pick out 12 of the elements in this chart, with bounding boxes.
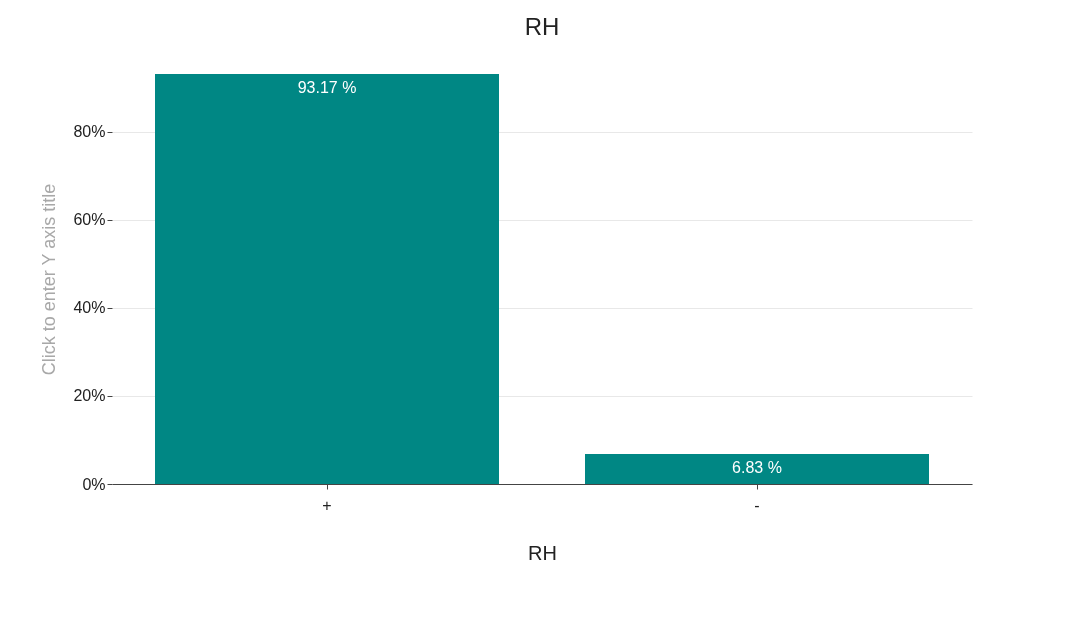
x-tick-label: - xyxy=(754,496,760,514)
y-tick-label: 80% xyxy=(73,123,106,141)
chart-title: RH xyxy=(524,13,560,40)
x-axis-title: RH xyxy=(528,541,557,564)
data-label: 93.17 % xyxy=(297,79,357,96)
y-tick-label: 20% xyxy=(73,387,106,405)
data-label: 6.83 % xyxy=(732,458,782,476)
y-tick-label: 0% xyxy=(82,475,106,493)
y-tick-label: 40% xyxy=(73,299,106,317)
y-axis-title: Click to enter Y axis title xyxy=(39,183,60,376)
y-tick-label: 60% xyxy=(73,211,106,229)
x-tick-label: + xyxy=(322,496,332,514)
